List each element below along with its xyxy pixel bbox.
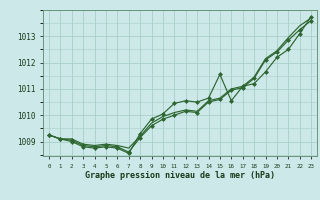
X-axis label: Graphe pression niveau de la mer (hPa): Graphe pression niveau de la mer (hPa) [85,171,275,180]
